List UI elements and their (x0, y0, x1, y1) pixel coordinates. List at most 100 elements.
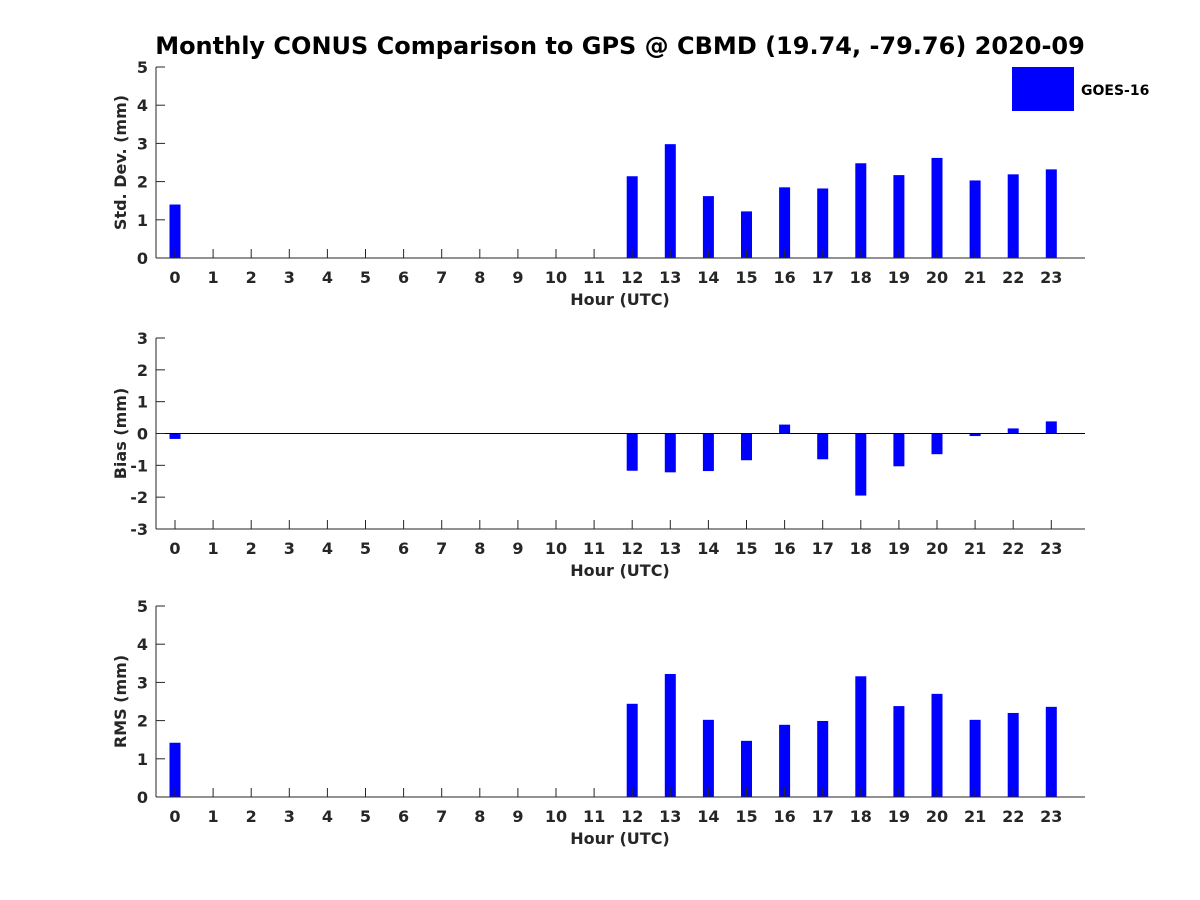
bias-x-tick-label: 5 (360, 539, 371, 558)
rms-bar-hour-12 (626, 703, 638, 797)
std-dev-x-tick-label: 3 (284, 268, 295, 287)
rms-x-tick-label: 17 (812, 807, 834, 826)
bias-y-tick-label: 1 (137, 393, 148, 412)
std-dev-y-tick-label: 1 (137, 211, 148, 230)
std-dev-x-tick-label: 19 (888, 268, 910, 287)
bias-x-tick-label: 12 (621, 539, 643, 558)
bias-x-tick-label: 14 (697, 539, 719, 558)
bias-bar-hour-18 (855, 433, 867, 496)
bias-x-tick-label: 2 (246, 539, 257, 558)
rms-x-tick-label: 22 (1002, 807, 1024, 826)
bias-bar-hour-14 (702, 433, 714, 472)
bias-y-tick-label: -3 (130, 520, 148, 539)
std-dev-y-tick-label: 4 (137, 96, 148, 115)
bias-x-tick-label: 0 (169, 539, 180, 558)
bias-x-tick-label: 16 (773, 539, 795, 558)
bias-y-tick-label: 0 (137, 425, 148, 444)
bias-y-tick-label: 3 (137, 329, 148, 348)
rms-y-tick-label: 5 (137, 597, 148, 616)
rms-x-tick-label: 16 (773, 807, 795, 826)
rms-bar-hour-20 (931, 693, 943, 797)
rms-x-tick-label: 11 (583, 807, 605, 826)
bias-x-tick-label: 18 (850, 539, 872, 558)
rms-bar-hour-21 (969, 719, 981, 797)
bias-bar-hour-15 (741, 433, 752, 461)
std-dev-bar-hour-19 (893, 175, 905, 258)
rms-x-tick-label: 20 (926, 807, 948, 826)
bias-x-tick-label: 20 (926, 539, 948, 558)
std-dev-bar-hour-13 (664, 144, 676, 258)
rms-x-tick-label: 21 (964, 807, 986, 826)
bias-y-tick-label: -1 (130, 456, 148, 475)
std-dev-x-tick-label: 18 (850, 268, 872, 287)
bias-x-tick-label: 7 (436, 539, 447, 558)
std-dev-bar-hour-17 (817, 188, 829, 258)
bias-y-tick-label: -2 (130, 488, 148, 507)
bias-bar-hour-23 (1045, 421, 1057, 434)
bias-bar-hour-13 (664, 433, 676, 473)
rms-x-tick-label: 18 (850, 807, 872, 826)
bias-x-tick-label: 11 (583, 539, 605, 558)
std-dev-bar-hour-14 (702, 196, 714, 258)
std-dev-y-tick-label: 5 (137, 58, 148, 77)
rms-x-tick-label: 12 (621, 807, 643, 826)
std-dev-x-tick-label: 15 (735, 268, 757, 287)
std-dev-x-tick-label: 13 (659, 268, 681, 287)
rms-y-tick-label: 2 (137, 712, 148, 731)
std-dev-bar-hour-0 (169, 204, 181, 258)
rms-x-tick-label: 8 (474, 807, 485, 826)
std-dev-x-tick-label: 4 (322, 268, 333, 287)
rms-bar-hour-19 (893, 706, 905, 797)
std-dev-x-tick-label: 17 (812, 268, 834, 287)
bias-bar-hour-21 (969, 433, 981, 437)
std-dev-y-tick-label: 0 (137, 249, 148, 268)
rms-x-tick-label: 10 (545, 807, 567, 826)
std-dev-x-tick-label: 1 (208, 268, 219, 287)
rms-bar-hour-13 (664, 673, 676, 797)
rms-bar-hour-16 (779, 724, 791, 797)
std-dev-bar-hour-15 (741, 211, 752, 258)
std-dev-x-tick-label: 6 (398, 268, 409, 287)
bias-bar-hour-19 (893, 433, 905, 467)
rms-x-tick-label: 14 (697, 807, 719, 826)
std-dev-x-tick-label: 2 (246, 268, 257, 287)
legend-label-goes-16: GOES-16 (1081, 83, 1149, 99)
rms-x-tick-label: 15 (735, 807, 757, 826)
rms-x-tick-label: 4 (322, 807, 333, 826)
rms-y-axis-label: RMS (mm) (111, 655, 130, 748)
bias-x-tick-label: 1 (208, 539, 219, 558)
std-dev-bar-hour-23 (1045, 169, 1057, 258)
bias-x-tick-label: 22 (1002, 539, 1024, 558)
std-dev-bar-hour-20 (931, 157, 943, 258)
legend: GOES-16 (1012, 67, 1149, 111)
std-dev-x-tick-label: 23 (1040, 268, 1062, 287)
std-dev-x-tick-label: 11 (583, 268, 605, 287)
bias-x-tick-label: 19 (888, 539, 910, 558)
rms-x-tick-label: 2 (246, 807, 257, 826)
rms-y-tick-label: 1 (137, 750, 148, 769)
bias-y-tick-label: 2 (137, 361, 148, 380)
bias-bar-hour-12 (626, 433, 638, 471)
std-dev-y-tick-label: 3 (137, 134, 148, 153)
bias-x-tick-label: 3 (284, 539, 295, 558)
bias-x-tick-label: 9 (512, 539, 523, 558)
std-dev-x-tick-label: 9 (512, 268, 523, 287)
chart-title: Monthly CONUS Comparison to GPS @ CBMD (… (155, 32, 1085, 60)
rms-x-tick-label: 5 (360, 807, 371, 826)
rms-bar-hour-18 (855, 676, 867, 797)
bias-x-tick-label: 6 (398, 539, 409, 558)
bias-x-tick-label: 4 (322, 539, 333, 558)
std-dev-x-tick-label: 20 (926, 268, 948, 287)
bias-x-tick-label: 21 (964, 539, 986, 558)
rms-x-tick-label: 23 (1040, 807, 1062, 826)
rms-x-tick-label: 6 (398, 807, 409, 826)
rms-x-tick-label: 9 (512, 807, 523, 826)
rms-bar-hour-22 (1007, 712, 1019, 797)
std-dev-bar-hour-16 (779, 187, 791, 258)
std-dev-x-tick-label: 22 (1002, 268, 1024, 287)
